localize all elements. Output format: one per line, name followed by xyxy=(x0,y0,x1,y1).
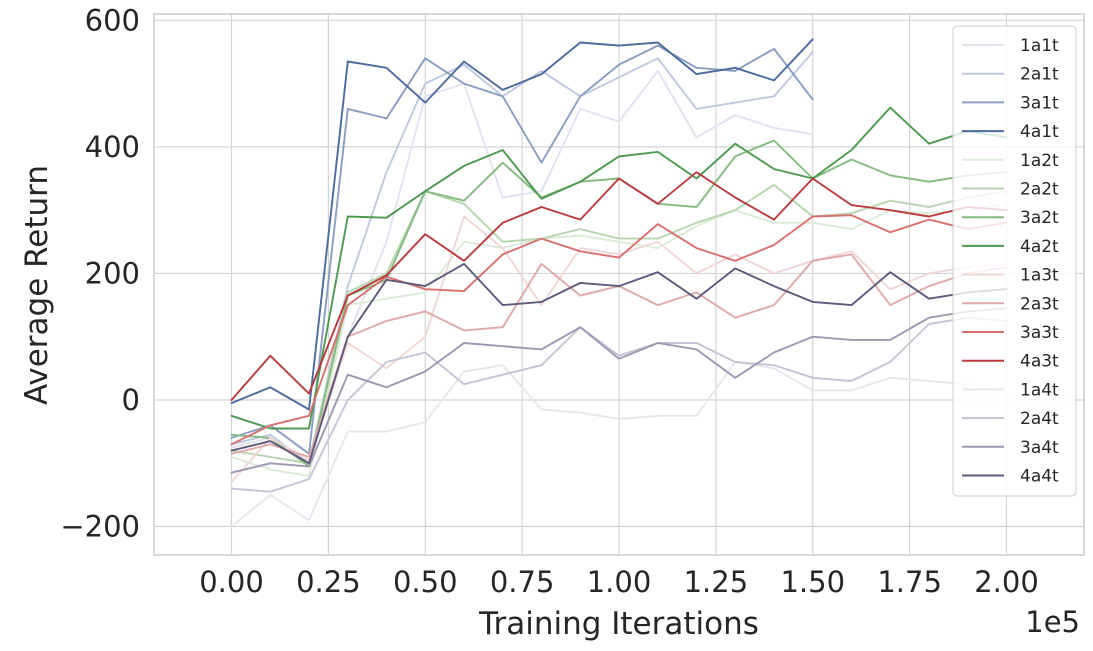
y-tick-label: 400 xyxy=(85,130,140,164)
series-line-4a4t xyxy=(230,262,1008,465)
legend-label: 2a1t xyxy=(1020,65,1059,85)
x-tick-label: 1.75 xyxy=(877,565,942,599)
x-tick-label: 0.75 xyxy=(490,565,555,599)
x-tick-label: 2.00 xyxy=(974,565,1039,599)
series-line-3a1t xyxy=(230,44,814,455)
x-tick-label: 0.25 xyxy=(296,565,361,599)
legend: 1a1t 2a1t 3a1t 4a1t 1a2t 2a2t 3a2t 4a2t 1a3t 2a3t… xyxy=(952,25,1077,497)
legend-label: 3a1t xyxy=(1020,93,1059,113)
legend-label: 3a3t xyxy=(1020,323,1059,343)
legend-label: 4a2t xyxy=(1020,237,1059,257)
y-tick-label: 200 xyxy=(85,256,140,290)
series-line-4a2t xyxy=(230,106,1008,430)
y-tick-labels: −200 0 200 400 600 xyxy=(60,3,140,543)
x-tick-label: 1.50 xyxy=(780,565,845,599)
x-axis-label: Training Iterations xyxy=(478,606,759,642)
series-line-2a4t xyxy=(230,316,1008,493)
legend-frame xyxy=(952,25,1077,497)
legend-label: 4a1t xyxy=(1020,122,1059,142)
legend-label: 2a4t xyxy=(1020,409,1059,429)
y-axis-label: Average Return xyxy=(19,165,55,405)
x-tick-label: 0.50 xyxy=(393,565,458,599)
x-tick-label: 1.25 xyxy=(684,565,749,599)
legend-label: 3a4t xyxy=(1020,438,1059,458)
series-line-1a3t xyxy=(230,215,1008,484)
legend-label: 2a3t xyxy=(1020,294,1059,314)
legend-label: 3a2t xyxy=(1020,208,1059,228)
series-lines xyxy=(230,38,1008,528)
series-line-3a3t xyxy=(230,214,1008,446)
y-tick-label: 0 xyxy=(122,383,140,417)
y-tick-label: −200 xyxy=(60,510,140,544)
series-line-2a2t xyxy=(230,183,1008,465)
x-offset-text: 1e5 xyxy=(1025,605,1080,639)
legend-label: 4a4t xyxy=(1020,467,1059,487)
series-line-4a3t xyxy=(230,171,1008,401)
y-tick-label: 600 xyxy=(85,3,140,37)
legend-label: 1a4t xyxy=(1020,380,1059,400)
legend-label: 1a1t xyxy=(1020,36,1059,56)
series-line-4a1t xyxy=(230,38,814,411)
legend-label: 1a2t xyxy=(1020,151,1059,171)
x-tick-label: 1.00 xyxy=(587,565,652,599)
legend-label: 2a2t xyxy=(1020,180,1059,200)
legend-label: 4a3t xyxy=(1020,352,1059,372)
legend-label: 1a3t xyxy=(1020,266,1059,286)
series-line-1a4t xyxy=(230,361,1008,528)
x-tick-label: 0.00 xyxy=(199,565,264,599)
x-tick-labels: 0.00 0.25 0.50 0.75 1.00 1.25 1.50 1.75 2.00 xyxy=(199,565,1039,599)
series-line-1a2t xyxy=(230,202,1008,477)
series-line-3a4t xyxy=(230,307,1008,474)
